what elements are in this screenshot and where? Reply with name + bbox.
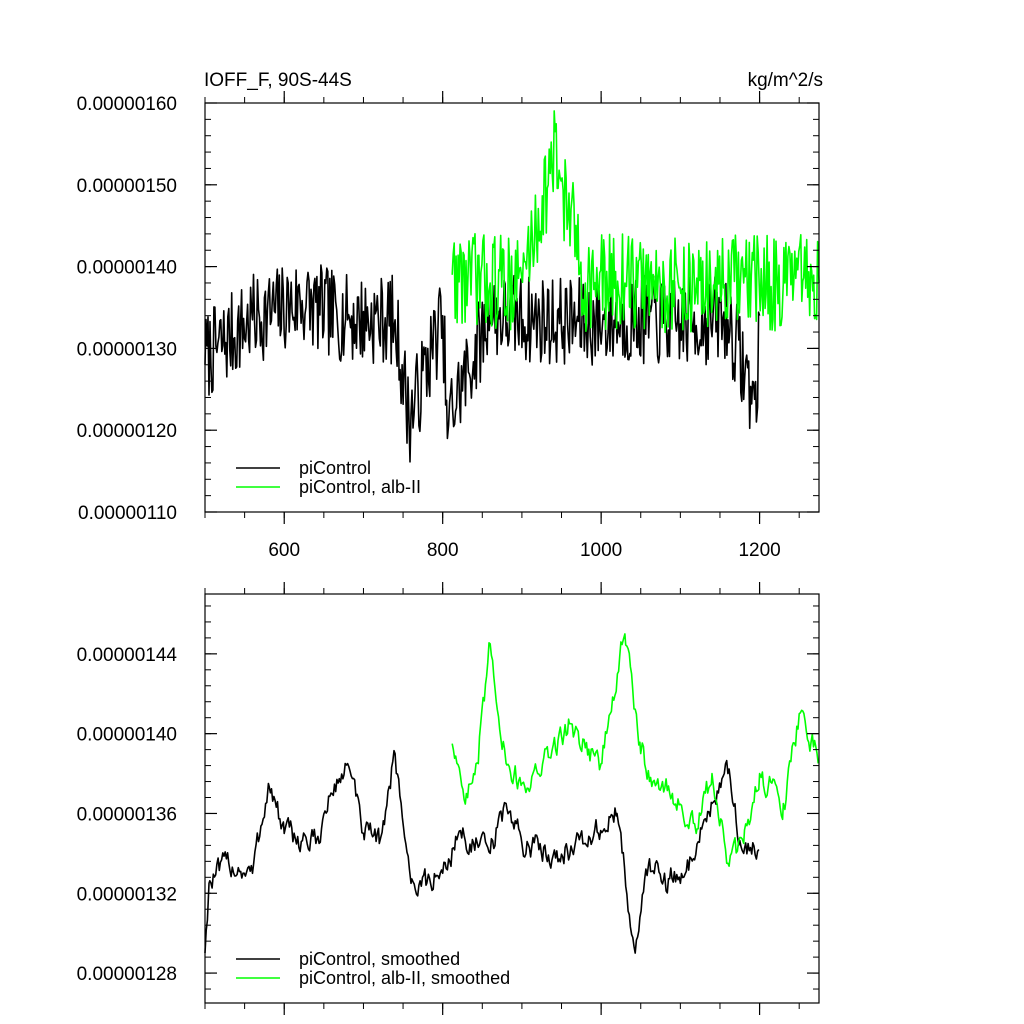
x-tick-label: 800 (427, 540, 459, 561)
series-line-picontrol (204, 749, 760, 954)
units-label: kg/m^2/s (748, 70, 823, 91)
legend-label: piControl, alb-II (299, 477, 421, 497)
y-tick-label: 0.00000144 (77, 645, 178, 666)
y-tick-label: 0.00000128 (77, 964, 177, 985)
y-tick-label: 0.00000120 (77, 421, 177, 442)
y-tick-label: 0.00000132 (77, 884, 177, 905)
plot-frame (204, 102, 820, 513)
x-tick-label: 1200 (738, 540, 780, 561)
series-line-picontrol-alb-ii (451, 110, 820, 334)
series-line-picontrol (204, 264, 761, 463)
x-tick-label: 600 (268, 540, 300, 561)
x-tick-label: 1000 (580, 540, 622, 561)
legend-label: piControl (299, 458, 371, 478)
bottom-panel: 0.00000128 0.00000132 0.00000136 0.00000140… (77, 582, 820, 1015)
y-tick-label: 0.00000130 (77, 339, 177, 360)
y-tick-label: 0.00000150 (77, 176, 177, 197)
y-tick-label: 0.00000110 (78, 503, 177, 524)
plot-frame (204, 593, 820, 1004)
top-panel: 0.00000110 0.00000120 0.00000130 0.00000140… (77, 70, 823, 561)
legend-label: piControl, smoothed (299, 949, 460, 969)
y-tick-label: 0.00000160 (77, 94, 177, 115)
y-tick-label: 0.00000140 (77, 258, 177, 279)
series-line-picontrol-alb-ii (451, 633, 819, 868)
legend-label: piControl, alb-II, smoothed (299, 968, 510, 988)
y-tick-label: 0.00000140 (77, 725, 177, 746)
chart-title: IOFF_F, 90S-44S (204, 70, 352, 91)
y-tick-label: 0.00000136 (77, 804, 177, 825)
